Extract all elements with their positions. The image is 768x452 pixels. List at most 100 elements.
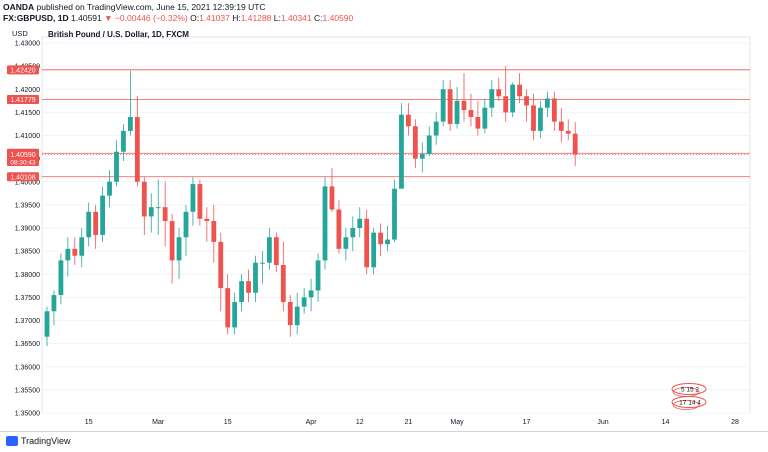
- y-tick-label: 1.37500: [15, 295, 40, 302]
- candle: [79, 228, 85, 268]
- candle: [364, 209, 370, 275]
- candle-body: [426, 135, 432, 154]
- candle: [545, 91, 550, 117]
- price-level-badge: [7, 94, 39, 104]
- candle-body: [322, 186, 328, 261]
- candle: [524, 89, 529, 122]
- candles: [44, 66, 578, 346]
- candle: [260, 251, 265, 284]
- price-chart[interactable]: USD 1.430001.425001.420001.415001.410001…: [0, 0, 768, 431]
- tradingview-logo[interactable]: TradingView: [6, 436, 71, 446]
- candle: [287, 295, 293, 337]
- candle-body: [169, 221, 175, 261]
- candle: [350, 216, 356, 252]
- candle-body: [58, 260, 64, 296]
- candle-body: [294, 306, 300, 326]
- price-level-badge: [7, 65, 39, 75]
- candle-body: [273, 237, 279, 265]
- candle: [114, 140, 119, 187]
- candle: [440, 80, 446, 127]
- candle-body: [350, 228, 356, 238]
- tradingview-brand: TradingView: [21, 436, 71, 446]
- candle: [461, 73, 467, 122]
- candle-body: [246, 281, 251, 293]
- candle-body: [406, 114, 411, 127]
- candle-body: [308, 290, 314, 298]
- candle: [468, 93, 474, 127]
- candle: [322, 177, 328, 270]
- candle: [538, 100, 543, 138]
- candle: [412, 119, 418, 168]
- y-tick-label: 1.37000: [15, 318, 40, 325]
- candle-body: [315, 260, 321, 291]
- candle: [510, 82, 516, 117]
- indicator-badge-label: 5 15 2: [681, 386, 699, 393]
- candle-body: [538, 107, 543, 131]
- candle-body: [51, 295, 57, 312]
- candle: [482, 98, 488, 134]
- candle: [357, 207, 363, 238]
- publisher-name: OANDA: [3, 2, 35, 12]
- candle-body: [225, 288, 231, 328]
- close-value: 1.40590: [322, 13, 354, 23]
- symbol-name: FX:GBPUSD, 1D: [3, 13, 69, 23]
- x-tick-label: Apr: [306, 419, 318, 426]
- publish-header: OANDA published on TradingView.com, June…: [3, 2, 266, 12]
- candle-body: [433, 121, 439, 136]
- x-tick-label: 17: [523, 419, 531, 426]
- candle-body: [162, 207, 168, 222]
- candle-body: [253, 262, 258, 293]
- candle: [273, 232, 279, 272]
- candle: [246, 269, 251, 302]
- candle-body: [232, 302, 238, 328]
- candle: [385, 225, 390, 252]
- candle: [551, 91, 557, 131]
- candle: [406, 103, 411, 136]
- candle-body: [44, 311, 50, 337]
- candle: [72, 237, 78, 265]
- candle-body: [65, 248, 71, 261]
- candle: [121, 123, 126, 161]
- candle: [211, 204, 217, 263]
- candle: [447, 80, 453, 131]
- candle-body: [524, 96, 529, 106]
- candle: [141, 177, 147, 235]
- candle-body: [204, 218, 210, 222]
- candle-body: [260, 262, 265, 264]
- indicator-badge-ring: [671, 396, 707, 408]
- candle-body: [503, 96, 509, 113]
- candle: [454, 86, 460, 129]
- down-arrow-icon: ▼: [104, 13, 113, 23]
- candle-body: [482, 107, 488, 129]
- candle-body: [197, 184, 203, 219]
- candle: [433, 112, 439, 145]
- candle: [426, 126, 432, 157]
- candle: [489, 80, 495, 117]
- candle: [44, 306, 50, 346]
- y-tick-label: 1.40000: [15, 179, 40, 186]
- candle: [134, 96, 140, 187]
- price-level-label: 1.41779: [10, 97, 35, 104]
- candle: [336, 200, 342, 254]
- candle: [232, 292, 238, 335]
- candle-body: [461, 100, 467, 111]
- high-value: 1.41288: [240, 13, 272, 23]
- candle: [392, 179, 397, 242]
- open-value: 1.41037: [199, 13, 230, 23]
- candle: [496, 77, 502, 101]
- candle: [301, 288, 307, 314]
- indicator-badge: 5 15 2: [671, 383, 707, 397]
- indicator-badge-ring: [671, 383, 707, 395]
- candle: [51, 290, 57, 326]
- candle-body: [551, 98, 557, 122]
- candle: [100, 186, 105, 242]
- candle: [86, 202, 92, 247]
- candle-body: [357, 218, 363, 228]
- candle: [253, 255, 258, 302]
- x-axis-ticks: 15 Mar 15 Apr 12 21 May 17 Jun 14 28: [85, 419, 739, 426]
- indicator-badge: 17 14 4: [671, 396, 707, 410]
- countdown-label: 08:30:43: [10, 159, 36, 166]
- candle: [419, 142, 425, 173]
- candle-body: [100, 195, 105, 235]
- price-change: −0.00446 (−0.32%): [114, 13, 188, 23]
